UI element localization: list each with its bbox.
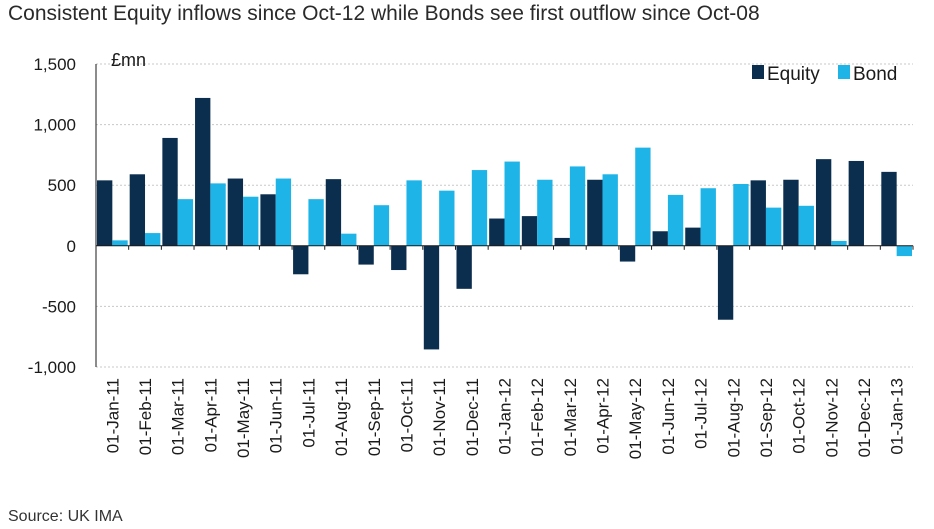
x-tick-label: 01-Feb-11 (136, 378, 155, 455)
bar-equity (750, 180, 766, 246)
x-tick-label: 01-Feb-12 (528, 378, 547, 456)
x-tick-label: 01-Nov-12 (822, 378, 841, 457)
bar-equity (848, 160, 864, 246)
y-tick-label: 0 (67, 237, 76, 256)
y-tick-label: -500 (42, 297, 76, 316)
bar-equity (129, 174, 146, 246)
legend: Equity Bond (752, 64, 897, 85)
bar-equity (423, 245, 440, 350)
bar-equity (881, 171, 897, 246)
bar-bond (537, 179, 553, 246)
bar-bond (471, 170, 488, 246)
x-tick-label: 01-Oct-12 (790, 378, 809, 454)
bar-equity (97, 180, 113, 246)
bar-bond (831, 240, 847, 246)
x-tick-label: 01-May-11 (234, 378, 253, 458)
bar-bond (341, 233, 357, 246)
bar-bond (765, 207, 782, 246)
bar-bond (733, 183, 749, 246)
bar-bond (112, 240, 128, 246)
bar-equity (815, 159, 832, 246)
bar-bond (406, 180, 422, 246)
x-tick-label: 01-May-12 (626, 378, 645, 459)
x-tick-label: 01-Apr-11 (201, 378, 220, 452)
bar-equity (358, 245, 374, 265)
bar-bond (439, 190, 455, 246)
bar-equity (456, 245, 472, 289)
x-tick-label: 01-Mar-11 (169, 378, 188, 455)
x-tick-label: 01-Dec-12 (855, 378, 874, 457)
bar-equity (652, 231, 668, 246)
unit-label: £mn (111, 50, 146, 70)
bar-bond (210, 183, 226, 246)
bar-equity (195, 97, 211, 246)
x-tick-label: 01-Apr-12 (594, 378, 613, 454)
bar-bond (275, 178, 292, 246)
bar-equity (260, 194, 276, 246)
x-tick-label: 01-Jul-11 (299, 378, 318, 448)
x-tick-label: 01-Aug-12 (724, 378, 743, 457)
bar-equity (685, 227, 701, 246)
y-tick-label: 1,500 (33, 55, 76, 74)
x-tick-label: 01-Sep-11 (365, 378, 384, 456)
bar-bond (700, 188, 716, 246)
x-tick-label: 01-Aug-11 (332, 378, 351, 456)
legend-swatch-bond (838, 65, 850, 79)
x-tick-labels: 01-Jan-11 01-Feb-11 01-Mar-11 01-Apr-11 01-M… (103, 378, 906, 459)
y-tick-label: 500 (48, 176, 76, 195)
x-tick-label: 01-Jan-13 (888, 378, 907, 455)
y-tick-label: -1,000 (28, 358, 76, 377)
bar-bond (308, 199, 324, 246)
bar-bond (798, 205, 814, 246)
x-tick-label: 01-Oct-11 (397, 378, 416, 452)
bar-equity (554, 237, 570, 246)
bar-bond (569, 166, 586, 246)
x-tick-label: 01-Jun-11 (267, 378, 286, 453)
bar-equity (783, 179, 799, 246)
bar-bond (504, 161, 520, 246)
x-tick-label: 01-Nov-11 (430, 378, 449, 456)
bar-equity (521, 216, 538, 246)
bar-bond (896, 245, 912, 257)
source-note: Source: UK IMA (8, 508, 123, 525)
bar-equity (489, 218, 505, 246)
x-tick-label: 01-Jul-12 (692, 378, 711, 449)
bar-bond (243, 196, 259, 246)
bar-equity (717, 245, 734, 320)
bar-equity (227, 178, 244, 246)
bar-equity (293, 245, 309, 275)
bar-equity (391, 245, 407, 271)
bar-bond (635, 147, 651, 246)
legend-label-bond: Bond (853, 64, 897, 85)
chart-title: Consistent Equity inflows since Oct-12 w… (8, 2, 760, 25)
x-tick-label: 01-Jan-12 (496, 378, 515, 455)
axes (95, 64, 914, 367)
bar-equity (619, 245, 636, 262)
bar-equity (587, 179, 603, 246)
x-tick-label: 01-Sep-12 (757, 378, 776, 457)
bar-equity (325, 179, 342, 246)
bar-equity (162, 137, 178, 246)
bar-bond (602, 174, 618, 246)
x-tick-label: 01-Jun-12 (659, 378, 678, 455)
y-tick-label: 1,000 (33, 116, 76, 135)
bar-bond (373, 205, 390, 246)
x-tick-label: 01-Jan-11 (103, 378, 122, 453)
legend-swatch-equity (752, 65, 764, 79)
bar-bond (667, 194, 684, 246)
x-tick-label: 01-Mar-12 (561, 378, 580, 456)
bar-bond (177, 199, 194, 246)
bars (97, 97, 912, 350)
bar-bond (145, 233, 161, 246)
legend-label-equity: Equity (767, 64, 820, 85)
y-tick-labels: -1,000 -500 0 500 1,000 1,500 (28, 55, 76, 377)
x-tick-label: 01-Dec-11 (463, 378, 482, 456)
